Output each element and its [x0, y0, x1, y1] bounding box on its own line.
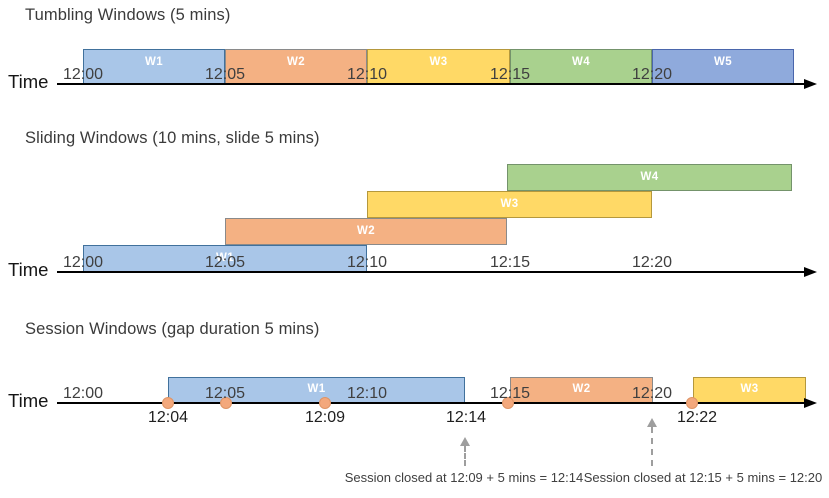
- window-box: W2: [225, 218, 507, 245]
- annotation-arrow-line: [651, 427, 653, 466]
- tick-label: 12:00: [62, 385, 104, 402]
- tick-label: 12:00: [62, 254, 104, 271]
- event-dot: [319, 397, 331, 409]
- tick-label: 12:05: [204, 385, 246, 402]
- time-axis-label-sliding: Time: [8, 259, 49, 280]
- tick-label: 12:20: [631, 66, 673, 83]
- tick-label: 12:15: [489, 254, 531, 271]
- tick-label: 12:05: [204, 66, 246, 83]
- event-time-label: 12:14: [445, 409, 487, 426]
- event-dot: [220, 397, 232, 409]
- axis-line: [57, 271, 806, 273]
- section-title-sliding: Sliding Windows (10 mins, slide 5 mins): [25, 129, 320, 147]
- window-label: W2: [286, 56, 306, 68]
- window-label: W5: [713, 56, 733, 68]
- window-box: W3: [693, 377, 806, 403]
- window-box: W5: [652, 49, 794, 84]
- session-close-annotation: Session closed at 12:15 + 5 mins = 12:20: [583, 470, 823, 485]
- window-box: W2: [225, 49, 367, 84]
- window-label: W1: [307, 383, 326, 396]
- event-time-label: 12:09: [304, 409, 346, 426]
- tick-label: 12:10: [346, 385, 388, 402]
- tick-label: 12:00: [62, 66, 104, 83]
- event-dot: [686, 397, 698, 409]
- axis-line: [57, 83, 806, 85]
- tick-label: 12:15: [489, 66, 531, 83]
- window-label: W3: [500, 197, 519, 210]
- window-box: W1: [83, 49, 225, 84]
- annotation-arrowhead: [460, 437, 470, 446]
- axis-arrowhead: [804, 79, 817, 89]
- event-dot: [502, 397, 514, 409]
- window-box: W2: [510, 377, 653, 403]
- window-box: W3: [367, 49, 510, 84]
- tick-label: 12:15: [489, 385, 531, 402]
- window-label: W2: [356, 224, 376, 237]
- window-label: W1: [215, 251, 235, 264]
- event-time-label: 12:04: [147, 409, 189, 426]
- window-label: W1: [144, 56, 164, 68]
- window-box: W4: [510, 49, 652, 84]
- event-time-label: 12:22: [676, 409, 718, 426]
- axis-line: [57, 402, 806, 404]
- window-label: W3: [429, 56, 448, 68]
- time-axis-label-session: Time: [8, 390, 49, 411]
- axis-arrowhead: [804, 398, 817, 408]
- window-box: W1: [83, 245, 367, 272]
- window-label: W2: [572, 383, 591, 396]
- event-dot: [162, 397, 174, 409]
- tick-label: 12:05: [204, 254, 246, 271]
- tick-label: 12:10: [346, 66, 388, 83]
- tick-label: 12:20: [631, 254, 673, 271]
- session-close-annotation: Session closed at 12:09 + 5 mins = 12:14: [344, 470, 584, 485]
- time-axis-label-tumbling: Time: [8, 71, 49, 92]
- window-label: W4: [571, 56, 591, 68]
- window-label: W3: [740, 383, 759, 396]
- axis-arrowhead: [804, 267, 817, 277]
- window-box: W4: [507, 164, 792, 191]
- section-title-session: Session Windows (gap duration 5 mins): [25, 320, 320, 338]
- annotation-arrow-line: [464, 446, 466, 466]
- annotation-arrowhead: [647, 418, 657, 427]
- tick-label: 12:20: [631, 385, 673, 402]
- section-title-tumbling: Tumbling Windows (5 mins): [25, 6, 231, 24]
- window-box: W3: [367, 191, 652, 218]
- tick-label: 12:10: [346, 254, 388, 271]
- window-label: W4: [640, 170, 659, 183]
